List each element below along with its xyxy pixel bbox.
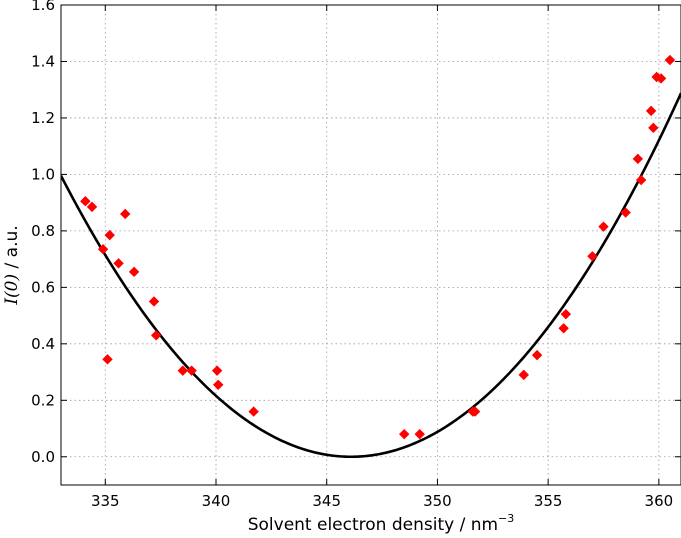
data-point <box>560 308 572 320</box>
grid-layer <box>61 4 681 485</box>
y-tick-label: 1.6 <box>31 0 55 14</box>
y-tick-label: 0.8 <box>31 222 55 240</box>
y-axis-label-unit: / a.u. <box>2 225 22 274</box>
y-tick-label: 1.2 <box>31 109 55 127</box>
data-point <box>655 73 667 84</box>
data-point <box>648 122 659 134</box>
data-point <box>80 196 91 207</box>
data-point <box>399 428 410 440</box>
data-point <box>151 330 162 341</box>
data-point <box>186 365 197 376</box>
y-tick-label: 0.0 <box>31 448 55 466</box>
data-point <box>645 105 657 117</box>
tick-labels-layer: 335 340 345 350 355 360 0.0 0.2 0.4 0.6 0.8 1.0 1.2 1… <box>31 0 673 510</box>
x-axis-label-exponent: −3 <box>498 512 514 525</box>
data-point <box>97 244 109 255</box>
data-point <box>469 406 481 417</box>
data-point <box>531 349 543 361</box>
y-tick-label: 0.6 <box>31 278 55 296</box>
data-point <box>120 208 131 220</box>
x-tick-label: 335 <box>91 492 120 510</box>
data-point <box>620 207 631 218</box>
data-points-layer <box>80 54 676 440</box>
y-axis-label: I(0) / a.u. <box>2 225 22 305</box>
ticks-layer <box>61 4 681 485</box>
plot-frame <box>60 4 681 486</box>
x-axis-label: Solvent electron density / nm−3 <box>248 512 515 535</box>
x-tick-label: 340 <box>202 492 231 510</box>
data-point <box>211 365 223 376</box>
x-tick-label: 360 <box>645 492 674 510</box>
data-point <box>518 369 529 381</box>
x-axis-label-text: Solvent electron density / nm <box>248 515 498 535</box>
x-tick-label: 355 <box>534 492 563 510</box>
x-tick-label: 350 <box>423 492 452 510</box>
fit-curve <box>61 92 681 459</box>
data-point <box>148 296 160 307</box>
data-point <box>177 365 188 376</box>
data-point <box>558 323 569 334</box>
data-point <box>598 221 609 232</box>
data-point <box>86 201 98 213</box>
data-point <box>635 174 647 186</box>
y-tick-label: 1.0 <box>31 165 55 183</box>
fit-curve-layer <box>61 92 681 459</box>
data-point <box>414 428 425 440</box>
data-point <box>587 251 598 262</box>
data-point <box>213 379 224 390</box>
y-tick-label: 1.4 <box>31 52 55 70</box>
data-point <box>104 229 115 241</box>
y-tick-label: 0.2 <box>31 391 55 409</box>
y-axis-label-symbol: I(0) <box>2 274 22 306</box>
x-tick-label: 345 <box>312 492 341 510</box>
data-point <box>113 258 124 269</box>
data-point <box>248 406 259 417</box>
y-tick-label: 0.4 <box>31 335 55 353</box>
data-point <box>632 153 644 165</box>
data-point <box>102 354 113 365</box>
data-point <box>664 54 676 66</box>
data-point <box>128 266 140 278</box>
